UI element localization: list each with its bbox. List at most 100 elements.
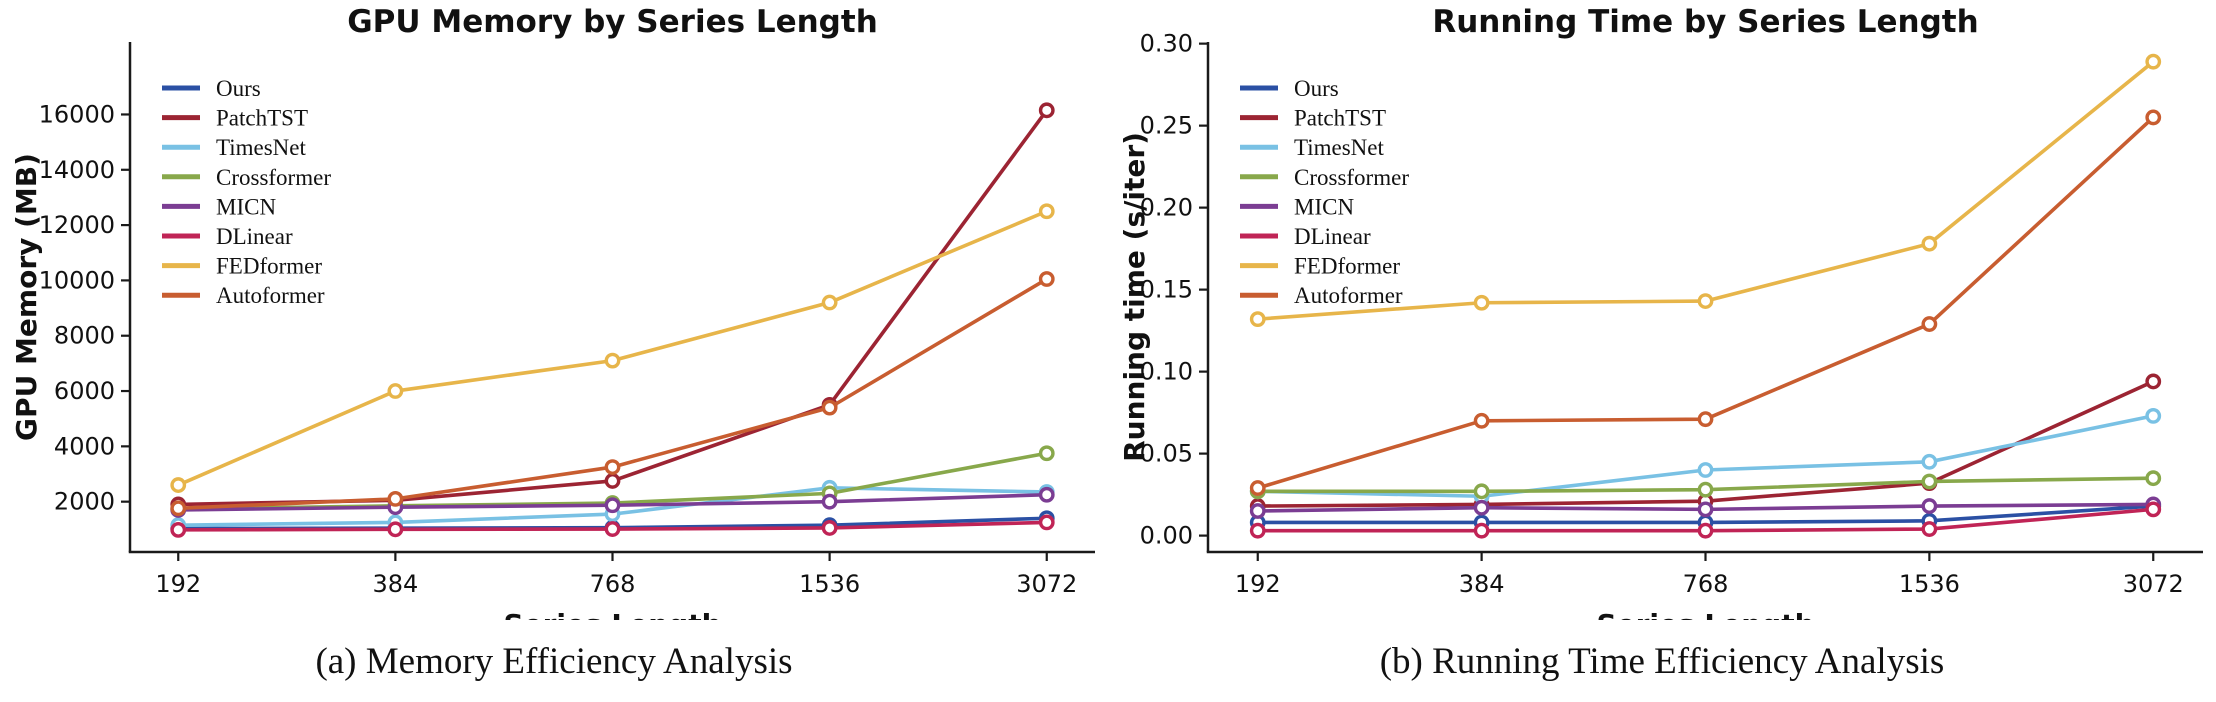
data-point-marker [1473, 522, 1490, 539]
y-axis-ticks: 0.00 0.05 0.10 0.15 0.20 0.25 0.30 [1140, 30, 1208, 550]
data-point-marker [1697, 501, 1714, 518]
x-tick-label: 3072 [1016, 570, 1077, 598]
legend-item-dlinear: DLinear [162, 224, 293, 249]
data-point-marker [604, 521, 621, 537]
series-autoformer [170, 271, 1055, 517]
data-point-marker [1921, 316, 1938, 332]
x-tick-label: 1536 [799, 570, 860, 598]
legend-label: Ours [1294, 76, 1339, 101]
data-point-marker [2145, 53, 2162, 70]
y-tick-label: 4000 [54, 432, 115, 460]
legend-item-crossformer: Crossformer [162, 165, 331, 190]
data-point-marker [1473, 294, 1490, 311]
memory-chart-canvas: 2000 4000 6000 8000 10000 12000 14000 16000 192 3… [10, 4, 1095, 620]
legend-label: DLinear [1294, 224, 1371, 249]
x-axis-ticks: 192 384 768 1536 3072 [1235, 552, 2184, 598]
legend-label: PatchTST [216, 106, 308, 131]
series-autoformer [1249, 109, 2162, 496]
chart-title: GPU Memory by Series Length [347, 4, 878, 40]
data-point-marker [170, 500, 187, 517]
y-tick-label: 14000 [39, 156, 115, 184]
legend-label: Autoformer [216, 283, 325, 308]
legend-item-autoformer: Autoformer [162, 283, 325, 308]
y-tick-label: 0.20 [1140, 194, 1193, 222]
series-fedformer [1249, 53, 2162, 328]
series-fedformer [170, 203, 1055, 493]
memory-chart-panel: 2000 4000 6000 8000 10000 12000 14000 16000 192 3… [10, 4, 1095, 682]
x-tick-label: 3072 [2123, 570, 2184, 598]
legend-item-patchtst: PatchTST [1240, 106, 1386, 131]
legend-item-patchtst: PatchTST [162, 106, 308, 131]
y-tick-label: 2000 [54, 488, 115, 516]
legend-label: Autoformer [1294, 283, 1403, 308]
data-point-marker [2145, 470, 2162, 487]
data-point-marker [1697, 522, 1714, 539]
legend-item-timesnet: TimesNet [162, 135, 306, 160]
data-point-marker [387, 490, 404, 507]
data-point-marker [1697, 293, 1714, 309]
data-point-marker [1473, 483, 1490, 500]
y-tick-label: 0.25 [1140, 112, 1193, 140]
legend-item-ours: Ours [162, 76, 261, 101]
x-tick-label: 384 [372, 570, 418, 598]
y-tick-label: 6000 [54, 377, 115, 405]
runtime-chart-panel: 0.00 0.05 0.10 0.15 0.20 0.25 0.30 192 384 768 153… [1108, 0, 2216, 702]
data-point-marker [1038, 486, 1055, 503]
data-point-marker [1697, 481, 1714, 498]
data-point-marker [170, 521, 187, 538]
x-tick-label: 768 [1683, 570, 1729, 598]
data-point-marker [1249, 522, 1266, 539]
y-tick-label: 0.30 [1140, 30, 1193, 58]
y-tick-label: 0.05 [1140, 440, 1193, 468]
data-point-marker [604, 497, 621, 514]
data-point-marker [1921, 473, 1938, 490]
data-point-marker [2145, 501, 2162, 518]
legend-label: Crossformer [216, 165, 331, 190]
data-point-marker [1038, 102, 1055, 119]
data-point-marker [1921, 498, 1938, 514]
legend-label: FEDformer [216, 254, 322, 279]
y-axis-label: Running time (s/iter) [1118, 132, 1151, 462]
series-dlinear [1249, 501, 2162, 539]
data-point-marker [821, 493, 838, 510]
x-axis-label: Series Length [1596, 608, 1814, 620]
data-point-marker [1697, 411, 1714, 428]
y-tick-label: 0.00 [1140, 522, 1193, 550]
data-point-marker [387, 521, 404, 538]
x-axis-label: Series Length [503, 608, 721, 620]
data-point-marker [821, 520, 838, 536]
series-line [1255, 59, 2156, 321]
runtime-chart-canvas: 0.00 0.05 0.10 0.15 0.20 0.25 0.30 192 384 768 153… [1118, 4, 2203, 620]
data-point-marker [604, 459, 621, 475]
legend-item-fedformer: FEDformer [162, 254, 322, 279]
y-tick-label: 16000 [39, 100, 115, 128]
legend-item-micn: MICN [1240, 194, 1354, 219]
data-point-marker [2145, 373, 2162, 390]
data-point-marker [1921, 453, 1938, 470]
y-axis-ticks: 2000 4000 6000 8000 10000 12000 14000 16000 [39, 100, 130, 516]
data-point-marker [1249, 503, 1266, 519]
legend-label: FEDformer [1294, 254, 1400, 279]
data-point-marker [1473, 499, 1490, 516]
data-point-marker [1921, 235, 1938, 252]
legend-item-ours: Ours [1240, 76, 1339, 101]
data-point-marker [1473, 412, 1490, 429]
data-point-marker [2145, 407, 2162, 424]
legend-label: DLinear [216, 224, 293, 249]
legend-item-crossformer: Crossformer [1240, 165, 1409, 190]
y-tick-label: 8000 [54, 322, 115, 350]
legend-label: PatchTST [1294, 106, 1386, 131]
legend-label: TimesNet [1294, 135, 1384, 160]
x-tick-label: 1536 [1899, 570, 1960, 598]
y-tick-label: 0.15 [1140, 276, 1193, 304]
series-line [176, 209, 1049, 487]
data-point-marker [1697, 462, 1714, 478]
legend-item-fedformer: FEDformer [1240, 254, 1400, 279]
x-tick-label: 192 [1235, 570, 1281, 598]
data-point-marker [1038, 445, 1055, 462]
legend-item-dlinear: DLinear [1240, 224, 1371, 249]
data-point-marker [821, 294, 838, 311]
data-point-marker [604, 473, 621, 489]
y-tick-label: 12000 [39, 211, 115, 239]
